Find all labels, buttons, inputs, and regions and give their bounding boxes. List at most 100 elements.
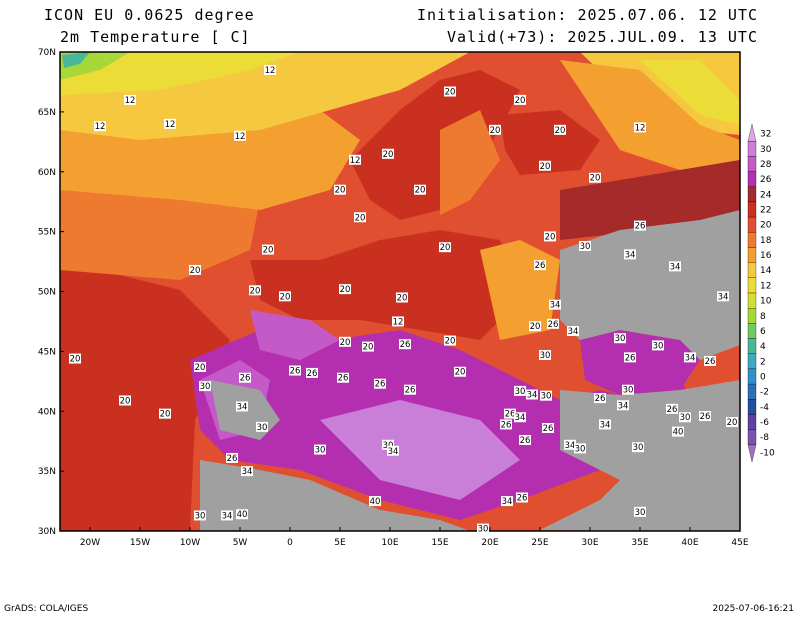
footer-timestamp: 2025-07-06-16:21 bbox=[712, 604, 795, 614]
contour-label: 26 bbox=[306, 367, 318, 379]
svg-text:30: 30 bbox=[623, 386, 634, 396]
lat-tick-label: 35N bbox=[38, 467, 56, 477]
svg-text:20: 20 bbox=[280, 292, 291, 302]
colorbar-label: -6 bbox=[760, 418, 769, 428]
colorbar-swatch bbox=[747, 353, 757, 370]
contour-label: 26 bbox=[699, 411, 711, 422]
lon-tick-label: 20W bbox=[80, 538, 100, 548]
svg-text:26: 26 bbox=[595, 394, 606, 404]
contour-label: 12 bbox=[234, 130, 246, 142]
colorbar-label: -4 bbox=[760, 403, 769, 413]
svg-text:30: 30 bbox=[633, 443, 644, 453]
contour-label: 20 bbox=[396, 292, 408, 303]
contour-label: 30 bbox=[540, 390, 552, 402]
svg-text:20: 20 bbox=[160, 410, 171, 420]
contour-label: 30 bbox=[194, 510, 206, 521]
svg-text:30: 30 bbox=[257, 423, 268, 433]
contour-label: 12 bbox=[392, 316, 404, 327]
colorbar-swatch bbox=[747, 399, 757, 415]
svg-text:40: 40 bbox=[370, 497, 381, 507]
contour-label: 20 bbox=[544, 231, 556, 242]
contour-label: 26 bbox=[239, 372, 251, 384]
svg-text:34: 34 bbox=[600, 420, 611, 430]
lat-tick-label: 65N bbox=[38, 108, 56, 118]
contour-label: 26 bbox=[704, 355, 716, 367]
svg-text:30: 30 bbox=[315, 446, 326, 456]
contour-label: 26 bbox=[594, 393, 606, 404]
svg-text:12: 12 bbox=[635, 123, 646, 133]
contour-label: 34 bbox=[617, 400, 629, 411]
svg-text:30: 30 bbox=[515, 387, 526, 397]
svg-text:26: 26 bbox=[520, 436, 531, 446]
lat-tick-label: 60N bbox=[38, 168, 56, 178]
svg-text:20: 20 bbox=[250, 286, 261, 296]
svg-text:34: 34 bbox=[515, 413, 526, 423]
contour-label: 30 bbox=[199, 381, 211, 392]
svg-text:20: 20 bbox=[545, 232, 556, 242]
svg-text:26: 26 bbox=[517, 493, 528, 503]
contour-label: 40 bbox=[236, 509, 248, 520]
svg-text:26: 26 bbox=[240, 374, 251, 384]
contour-label: 34 bbox=[549, 299, 561, 311]
svg-text:26: 26 bbox=[307, 369, 318, 379]
contour-label: 30 bbox=[256, 421, 268, 433]
svg-text:30: 30 bbox=[540, 351, 551, 361]
contour-label: 20 bbox=[194, 361, 206, 373]
svg-text:34: 34 bbox=[502, 497, 513, 507]
svg-text:20: 20 bbox=[363, 343, 374, 353]
contour-label: 26 bbox=[624, 352, 636, 363]
svg-text:20: 20 bbox=[415, 186, 426, 196]
model-title: ICON EU 0.0625 degree bbox=[44, 6, 255, 24]
contour-label: 26 bbox=[542, 423, 554, 434]
contour-label: 30 bbox=[632, 442, 644, 453]
svg-text:40: 40 bbox=[237, 510, 248, 520]
contour-label: 20 bbox=[726, 417, 738, 428]
svg-text:20: 20 bbox=[120, 396, 131, 406]
colorbar-swatch bbox=[747, 186, 757, 203]
contour-label: 30 bbox=[314, 444, 326, 456]
colorbar-swatch bbox=[747, 429, 757, 445]
contour-label: 20 bbox=[119, 395, 131, 406]
contour-label: 12 bbox=[264, 64, 276, 76]
colorbar-label: 10 bbox=[760, 297, 772, 307]
colorbar-swatch bbox=[747, 444, 757, 463]
svg-text:30: 30 bbox=[680, 413, 691, 423]
lat-tick-label: 30N bbox=[38, 527, 56, 537]
svg-text:30: 30 bbox=[653, 341, 664, 351]
svg-text:26: 26 bbox=[501, 420, 512, 430]
contour-label: 26 bbox=[399, 339, 411, 350]
contour-label: 20 bbox=[189, 264, 201, 276]
contour-label: 34 bbox=[241, 466, 253, 477]
lon-tick-label: 45E bbox=[731, 538, 748, 548]
contour-label: 20 bbox=[262, 244, 274, 256]
contour-label: 34 bbox=[564, 439, 576, 451]
contour-label: 26 bbox=[374, 378, 386, 390]
colorbar-swatch bbox=[747, 201, 757, 218]
svg-text:34: 34 bbox=[565, 441, 576, 451]
svg-text:30: 30 bbox=[200, 382, 211, 392]
contour-label: 30 bbox=[514, 385, 526, 397]
svg-text:12: 12 bbox=[265, 66, 276, 76]
svg-text:12: 12 bbox=[165, 120, 176, 130]
contour-label: 12 bbox=[94, 121, 106, 132]
svg-text:26: 26 bbox=[705, 357, 716, 367]
svg-text:20: 20 bbox=[383, 150, 394, 160]
svg-text:30: 30 bbox=[478, 525, 489, 535]
contour-label: 20 bbox=[354, 212, 366, 223]
lat-tick-label: 45N bbox=[38, 347, 56, 357]
colorbar-label: 22 bbox=[760, 206, 771, 216]
svg-text:20: 20 bbox=[555, 126, 566, 136]
colorbar-swatch bbox=[747, 383, 757, 400]
contour-label: 34 bbox=[624, 249, 636, 260]
svg-text:20: 20 bbox=[727, 418, 738, 428]
contour-label: 34 bbox=[387, 445, 399, 457]
contour-label: 26 bbox=[337, 372, 349, 384]
svg-text:20: 20 bbox=[70, 355, 81, 365]
colorbar-swatch bbox=[747, 232, 757, 248]
lon-tick-label: 5W bbox=[233, 538, 248, 548]
lon-tick-label: 5E bbox=[334, 538, 346, 548]
svg-text:26: 26 bbox=[400, 340, 411, 350]
contour-label: 20 bbox=[489, 124, 501, 136]
svg-text:34: 34 bbox=[527, 390, 538, 400]
